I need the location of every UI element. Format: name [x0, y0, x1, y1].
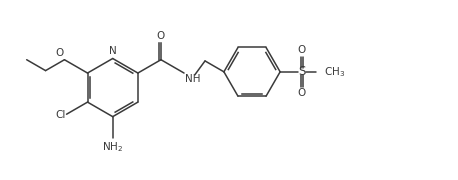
Text: N: N: [109, 46, 117, 56]
Text: S: S: [298, 65, 305, 78]
Text: NH$_2$: NH$_2$: [102, 140, 123, 154]
Text: O: O: [157, 31, 165, 41]
Text: NH: NH: [185, 74, 200, 84]
Text: Cl: Cl: [55, 110, 65, 120]
Text: CH$_3$: CH$_3$: [324, 65, 345, 79]
Text: O: O: [298, 45, 306, 55]
Text: O: O: [55, 48, 64, 58]
Text: O: O: [298, 88, 306, 98]
